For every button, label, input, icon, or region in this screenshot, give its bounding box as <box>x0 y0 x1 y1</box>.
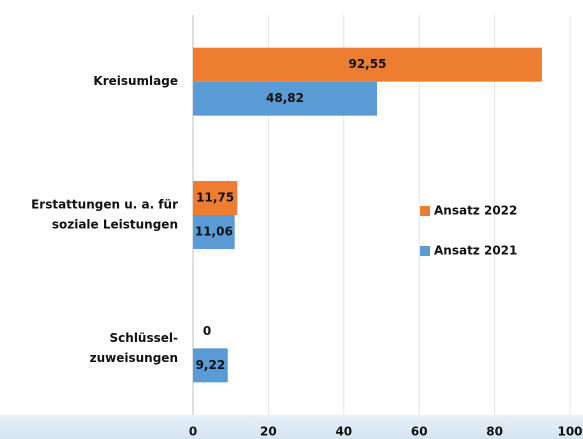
y-tick-label: zuweisungen <box>90 351 178 365</box>
value-label: 0 <box>203 324 211 338</box>
y-tick-label: Erstattungen u. a. für <box>31 198 178 212</box>
x-tick-label: 80 <box>486 425 503 439</box>
value-label: 11,06 <box>195 225 233 239</box>
y-tick-label: soziale Leistungen <box>52 218 178 232</box>
x-tick-label: 0 <box>189 425 197 439</box>
bar <box>193 348 228 383</box>
y-tick-label: Schlüssel- <box>110 331 178 345</box>
footer-band <box>0 415 583 439</box>
bar <box>193 47 542 82</box>
value-label: 9,22 <box>196 358 226 372</box>
bar <box>193 81 378 116</box>
x-tick-label: 20 <box>260 425 277 439</box>
legend-label: Ansatz 2021 <box>434 244 517 258</box>
legend-swatch <box>420 206 430 216</box>
legend-label: Ansatz 2022 <box>434 204 517 218</box>
value-label: 92,55 <box>348 57 386 71</box>
legend-swatch <box>420 246 430 256</box>
y-tick-label: Kreisumlage <box>93 74 178 88</box>
bar <box>193 215 235 249</box>
value-label: 11,75 <box>196 191 234 205</box>
x-tick-label: 60 <box>411 425 428 439</box>
x-tick-label: 40 <box>335 425 352 439</box>
bar <box>193 181 238 215</box>
x-tick-label: 100 <box>557 425 582 439</box>
value-label: 48,82 <box>266 91 304 105</box>
